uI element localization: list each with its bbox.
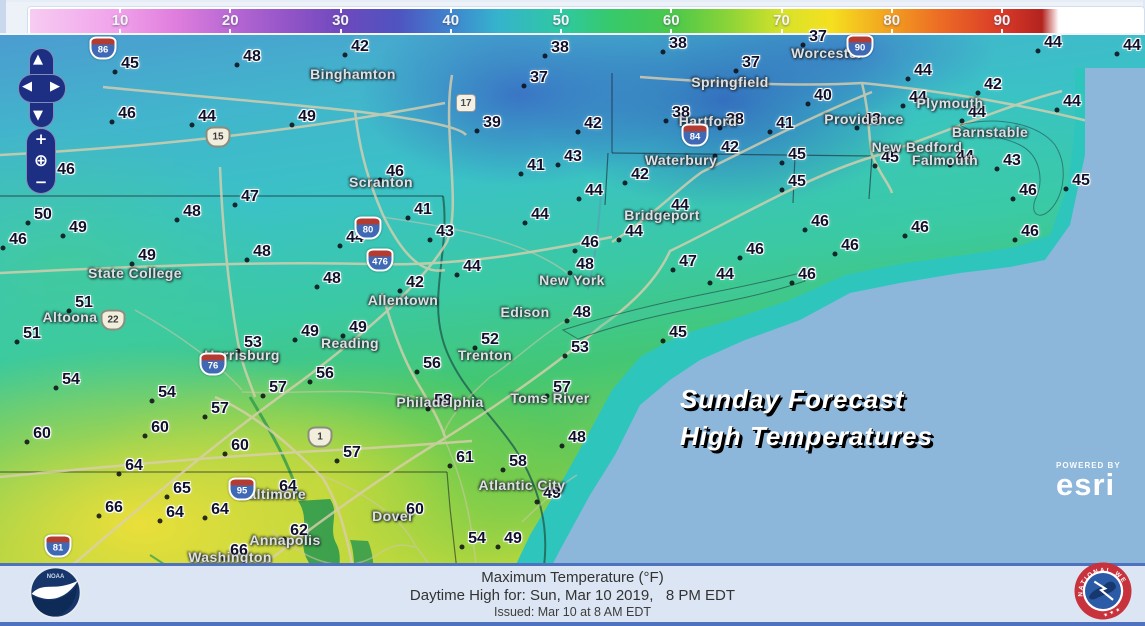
colorbar-label: 70 (773, 12, 790, 29)
colorbar-tick (229, 9, 232, 13)
hudson-river (587, 194, 602, 291)
colorbar-tick (229, 29, 232, 33)
colorbar-tick (1001, 9, 1003, 13)
caption-bar: Maximum Temperature (°F) Daytime High fo… (0, 563, 1145, 626)
colorbar-tick (449, 29, 452, 33)
long-island-outline (561, 272, 806, 340)
arrow-up-icon: ▲ (33, 52, 43, 67)
colorbar-label: 80 (883, 12, 901, 29)
colorbar-tick (449, 9, 452, 13)
esri-logo: esri (1056, 467, 1116, 502)
colorbar-label: 50 (552, 12, 570, 29)
noaa-text: NOAA (47, 574, 65, 580)
caption-title: Maximum Temperature (°F) (481, 569, 664, 586)
colorbar-tick (560, 9, 562, 13)
colorbar-tick (339, 29, 342, 33)
map-title-overlay: Sunday Forecast High Temperatures (680, 381, 933, 455)
globe-extent-button[interactable]: ⊕ (33, 150, 49, 171)
colorbar-label: 90 (993, 12, 1011, 29)
pan-up-button[interactable]: ▲ (33, 53, 43, 66)
colorbar-tick (119, 29, 121, 33)
pan-right-button[interactable]: ▶ (50, 80, 60, 93)
pan-left-button[interactable]: ◀ (22, 80, 32, 93)
colorbar-tick (890, 9, 893, 13)
coastal-forecast-band (500, 68, 1145, 598)
noaa-logo: NOAA (29, 566, 82, 619)
pan-down-button[interactable]: ▼ (33, 109, 43, 122)
caption-issued-time: Issued: Mar 10 at 8 AM EDT (493, 605, 651, 619)
map-title-line1: Sunday Forecast (680, 384, 905, 414)
zoom-control[interactable]: + ⊕ − (26, 128, 56, 194)
colorbar-tick (119, 9, 121, 13)
colorbar-label: 40 (442, 12, 460, 29)
powered-by-label: POWERED BY (1056, 461, 1121, 470)
state-borders (0, 73, 873, 599)
minus-icon: − (34, 173, 48, 191)
arrow-right-icon: ▶ (50, 79, 60, 94)
ocean-no-data (535, 68, 1145, 598)
minor-roads (134, 216, 578, 596)
esri-attribution: POWERED BY esri (1056, 461, 1121, 500)
zoom-in-button[interactable]: + (35, 132, 48, 147)
map-geography-layer (0, 68, 1145, 599)
lightning-bolt-icon (1093, 580, 1114, 601)
plus-icon: + (34, 130, 48, 148)
pan-control[interactable]: ▲ ◀ ▶ ▼ (18, 48, 66, 128)
pan-control-horizontal (18, 74, 66, 103)
colorbar-tick (339, 9, 342, 13)
roads (0, 74, 1093, 598)
arrow-left-icon: ◀ (22, 79, 32, 94)
caption-valid-time: Daytime High for: Sun, Mar 10 2019, 8 PM… (409, 587, 736, 604)
susquehanna-river (248, 396, 302, 501)
colorbar-tick (670, 29, 673, 33)
delaware-river-border (437, 195, 547, 599)
colorbar-tick (560, 29, 562, 33)
colorbar-tick (890, 29, 893, 33)
cape-cod-outline (959, 120, 1064, 216)
colorbar-label: 30 (332, 12, 349, 29)
colorbar-label: 60 (662, 12, 680, 29)
temperature-colorbar: 10 20 30 40 50 60 70 80 90 (28, 7, 1144, 35)
map-canvas[interactable] (0, 33, 1145, 599)
globe-icon: ⊕ (33, 150, 49, 171)
colorbar-label: 10 (111, 12, 129, 29)
map-title-line2: High Temperatures (680, 421, 933, 451)
colorbar-tick (670, 9, 673, 13)
nws-logo: NATIONAL WEATHER SERVICE ★ ★ ★ (1064, 552, 1132, 620)
colorbar-tick (780, 29, 783, 33)
colorbar-tick (780, 9, 783, 13)
zoom-out-button[interactable]: − (35, 175, 48, 190)
arrow-down-icon: ▼ (33, 108, 43, 123)
colorbar-tick (1001, 29, 1003, 33)
noaa-seagull-icon (31, 580, 79, 599)
colorbar-label: 20 (221, 12, 239, 29)
